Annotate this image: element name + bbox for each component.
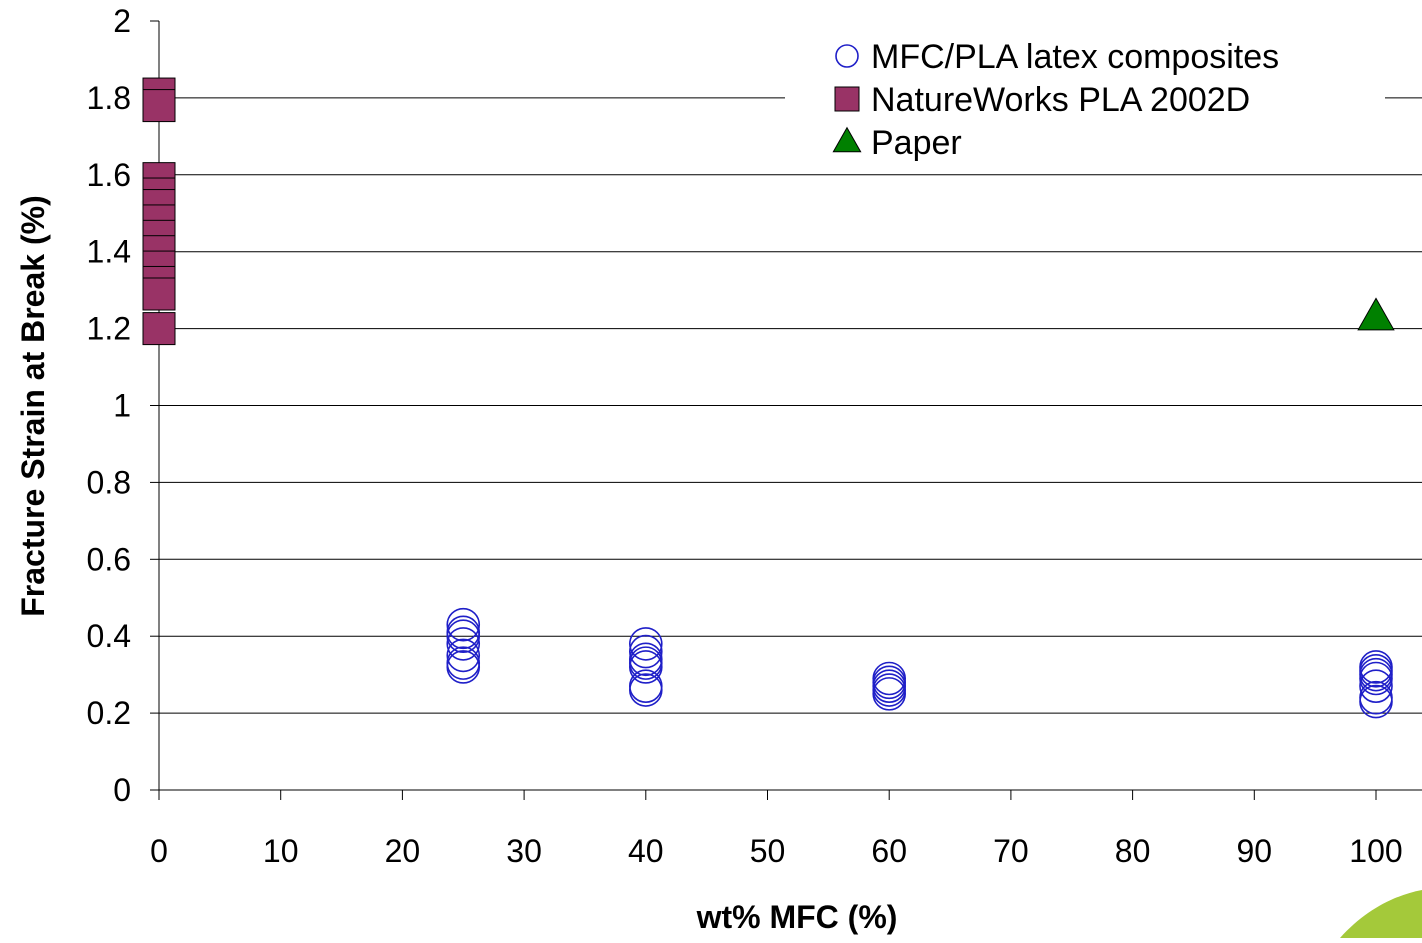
x-tick-label: 100 (1349, 833, 1402, 869)
x-tick-labels: 0 10 20 30 40 50 60 70 80 90 100 (150, 833, 1403, 869)
y-tick-label: 0.6 (87, 541, 131, 577)
x-tick-label: 30 (506, 833, 542, 869)
x-axis-title: wt% MFC (%) (696, 899, 898, 935)
y-tick-label: 2 (113, 3, 131, 39)
y-tick-label: 1.8 (87, 80, 131, 116)
x-tick-label: 10 (263, 833, 299, 869)
y-tick-label: 0.8 (87, 464, 131, 500)
data-point (1357, 297, 1395, 331)
legend-label: MFC/PLA latex composites (871, 38, 1279, 76)
y-tick-label: 0.4 (87, 618, 131, 654)
data-point (1359, 684, 1393, 719)
legend-background (786, 30, 1384, 168)
legend-item: NatureWorks PLA 2002D (834, 81, 1250, 119)
y-tick-labels: 0 0.2 0.4 0.6 0.8 1 1.2 1.4 1.6 1.8 2 (87, 3, 131, 808)
x-tick-label: 20 (385, 833, 421, 869)
x-tick-label: 70 (993, 833, 1029, 869)
y-tick-label: 0 (113, 772, 131, 808)
legend-item: Paper (832, 124, 962, 162)
y-axis-title: Fracture Strain at Break (%) (15, 195, 51, 616)
x-tick-label: 40 (628, 833, 664, 869)
legend-marker (834, 86, 860, 112)
series-2 (1357, 297, 1395, 331)
x-tick-label: 50 (750, 833, 786, 869)
x-tick-label: 80 (1115, 833, 1151, 869)
series-0 (446, 607, 1393, 719)
y-tick-label: 1.2 (87, 311, 131, 347)
data-point (628, 673, 663, 707)
data-point (628, 650, 663, 684)
data-point (872, 677, 907, 711)
data-points (142, 77, 1395, 719)
data-point (446, 627, 481, 661)
x-tick-label: 0 (150, 833, 168, 869)
data-point (628, 627, 663, 661)
data-point (872, 669, 907, 703)
gridlines (159, 97, 1422, 714)
legend-marker (835, 44, 859, 68)
y-tick-label: 1.4 (87, 234, 131, 270)
legend: MFC/PLA latex composites NatureWorks PLA … (786, 30, 1384, 168)
data-point (446, 638, 481, 673)
data-point (446, 607, 481, 642)
data-point (1359, 661, 1393, 696)
data-point (446, 619, 481, 654)
legend-label: Paper (871, 124, 962, 162)
data-point (628, 634, 663, 669)
y-tick-label: 1.6 (87, 157, 131, 193)
data-point (142, 277, 176, 311)
data-point (142, 89, 176, 123)
legend-marker (832, 126, 862, 153)
legend-item: MFC/PLA latex composites (835, 38, 1279, 76)
axes (150, 20, 1422, 800)
data-point (142, 312, 176, 346)
y-tick-label: 0.2 (87, 695, 131, 731)
y-tick-label: 1 (113, 388, 131, 424)
series-1 (142, 77, 176, 346)
data-point (1359, 669, 1393, 703)
x-tick-label: 60 (871, 833, 907, 869)
x-tick-label: 90 (1237, 833, 1273, 869)
corner-swoosh-decoration (1340, 890, 1422, 938)
legend-label: NatureWorks PLA 2002D (871, 81, 1250, 119)
data-point (446, 650, 481, 684)
